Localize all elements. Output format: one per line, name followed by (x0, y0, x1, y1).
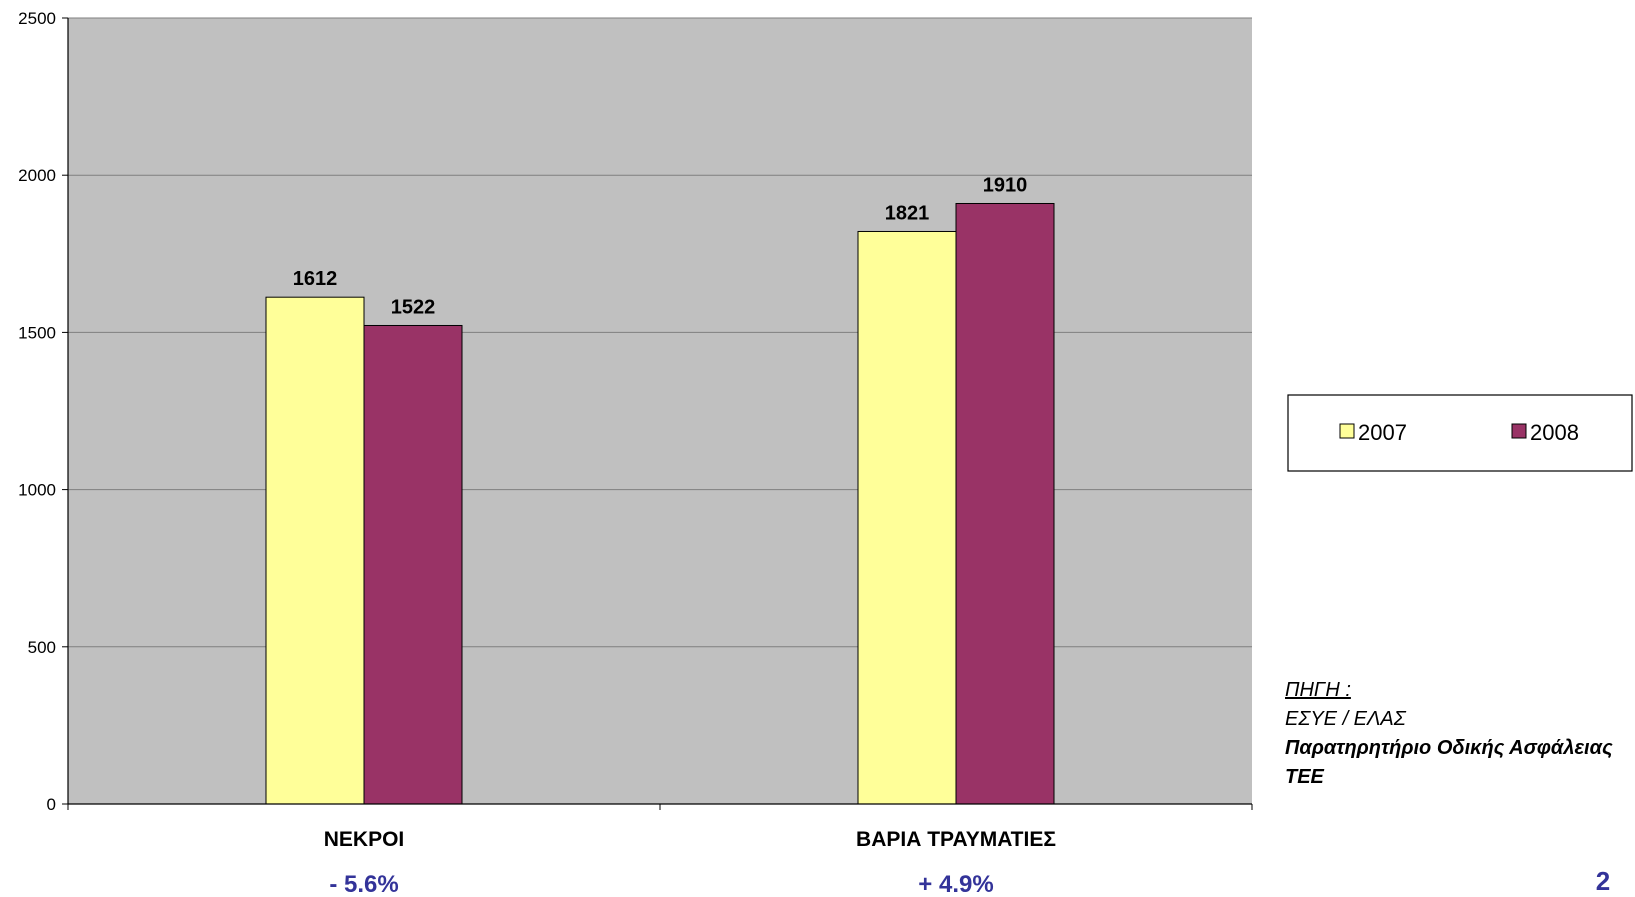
gridlines (68, 17, 1252, 648)
data-label: 1612 (293, 268, 338, 290)
bar-2008-1 (955, 202, 1055, 805)
y-tick-label: 500 (28, 638, 56, 657)
legend: 2007 2008 (1287, 394, 1633, 472)
y-tick-label: 1500 (18, 323, 56, 342)
bar-2008-0 (363, 324, 463, 805)
change-label: - 5.6% (329, 871, 398, 897)
source-note: ΠΗΓΗ : ΕΣΥΕ / ΕΛΑΣ Παρατηρητήριο Οδικής … (1285, 679, 1613, 788)
y-tick-label: 2500 (18, 9, 56, 28)
source-line-2: Παρατηρητήριο Οδικής Ασφάλειας (1285, 737, 1613, 759)
y-tick-label: 1000 (18, 481, 56, 500)
source-heading: ΠΗΓΗ : (1285, 679, 1351, 701)
page-number: 2 (1596, 866, 1610, 896)
bar-2007-1 (857, 230, 957, 805)
source-line-3: ΤΕΕ (1285, 766, 1325, 788)
bars (265, 202, 1055, 805)
data-labels: 1612 1522 1821 1910 (293, 174, 1028, 318)
plot-area (68, 18, 1252, 804)
legend-swatch-2008 (1511, 423, 1527, 439)
y-axis-ticks: 0 500 1000 1500 2000 2500 (18, 9, 68, 814)
data-label: 1522 (391, 296, 436, 318)
legend-label-2007: 2007 (1358, 420, 1407, 445)
bar-2007-0 (265, 296, 365, 805)
category-labels: ΝΕΚΡΟΙ - 5.6% ΒΑΡΙΑ ΤΡΑΥΜΑΤΙΕΣ + 4.9% (324, 828, 1056, 897)
y-tick-label: 0 (47, 795, 56, 814)
category-label: ΝΕΚΡΟΙ (324, 828, 405, 851)
x-axis-ticks (67, 804, 1253, 810)
source-line-1: ΕΣΥΕ / ΕΛΑΣ (1285, 708, 1407, 730)
category-label: ΒΑΡΙΑ ΤΡΑΥΜΑΤΙΕΣ (856, 828, 1056, 851)
change-label: + 4.9% (918, 871, 993, 897)
data-label: 1821 (885, 202, 930, 224)
legend-label-2008: 2008 (1530, 420, 1579, 445)
legend-swatch-2007 (1339, 423, 1355, 439)
data-label: 1910 (983, 174, 1028, 196)
y-tick-label: 2000 (18, 166, 56, 185)
